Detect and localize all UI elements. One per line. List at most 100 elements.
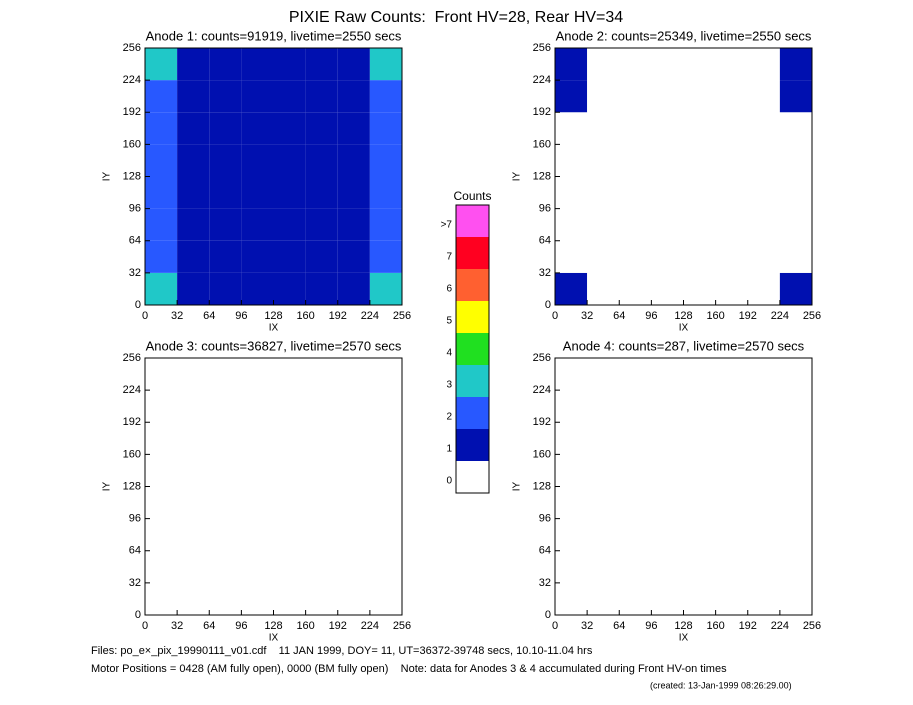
heat-cell xyxy=(305,176,338,209)
y-axis-label: IY xyxy=(102,171,113,181)
x-tick-label: 64 xyxy=(203,620,215,632)
heat-cell xyxy=(209,240,242,273)
x-tick-label: 224 xyxy=(361,310,379,322)
heat-cell xyxy=(337,176,370,209)
heat-cell xyxy=(715,112,748,145)
y-tick-label: 96 xyxy=(539,203,551,215)
colorbar-title: Counts xyxy=(453,189,491,203)
y-tick-label: 96 xyxy=(129,513,141,525)
heat-cell xyxy=(747,144,780,177)
heat-cell xyxy=(145,240,178,273)
x-tick-label: 160 xyxy=(296,620,314,632)
heat-cell xyxy=(747,422,780,455)
heat-cell xyxy=(145,358,178,391)
heat-cell xyxy=(619,208,652,241)
heat-cell xyxy=(555,80,588,113)
heat-cell xyxy=(715,176,748,209)
heat-cell xyxy=(209,550,242,583)
heat-cell xyxy=(305,240,338,273)
colorbar-swatch xyxy=(456,397,489,429)
heat-cell xyxy=(555,358,588,391)
heat-cell xyxy=(715,272,748,305)
heat-cell xyxy=(683,80,716,113)
y-tick-label: 192 xyxy=(533,106,551,118)
heat-cell xyxy=(305,550,338,583)
x-tick-label: 192 xyxy=(329,310,347,322)
heat-cell xyxy=(145,454,178,487)
heat-cell xyxy=(369,240,402,273)
heat-cell xyxy=(369,48,402,81)
heat-cell xyxy=(177,358,210,391)
y-tick-label: 256 xyxy=(123,42,141,54)
heat-cell xyxy=(241,240,274,273)
panel-title: Anode 1: counts=91919, livetime=2550 sec… xyxy=(146,28,402,43)
heat-cell xyxy=(779,582,812,615)
heat-cell xyxy=(177,80,210,113)
heat-cell xyxy=(747,48,780,81)
heat-cell xyxy=(241,550,274,583)
heat-cell xyxy=(747,112,780,145)
heat-cell xyxy=(305,582,338,615)
heat-cell xyxy=(651,582,684,615)
x-tick-label: 64 xyxy=(613,620,625,632)
heat-cell xyxy=(779,272,812,305)
heat-cell xyxy=(779,390,812,423)
x-tick-label: 128 xyxy=(264,620,282,632)
heat-cell xyxy=(209,80,242,113)
x-tick-label: 64 xyxy=(613,310,625,322)
heat-cell xyxy=(145,144,178,177)
x-tick-label: 0 xyxy=(142,620,148,632)
x-tick-label: 224 xyxy=(771,620,789,632)
heat-cell xyxy=(305,358,338,391)
y-tick-label: 64 xyxy=(539,235,551,247)
y-axis-label: IY xyxy=(512,481,523,491)
y-tick-label: 256 xyxy=(123,352,141,364)
heat-cell xyxy=(747,208,780,241)
heat-cell xyxy=(683,144,716,177)
heat-cell xyxy=(651,358,684,391)
heat-cell xyxy=(177,582,210,615)
colorbar-swatch xyxy=(456,205,489,237)
heat-cell xyxy=(683,486,716,519)
heat-cell xyxy=(555,144,588,177)
heat-cell xyxy=(779,176,812,209)
heat-cell xyxy=(273,240,306,273)
colorbar-label: 4 xyxy=(446,347,452,358)
x-axis-label: IX xyxy=(679,633,689,644)
heat-cell xyxy=(337,486,370,519)
heat-cell xyxy=(209,358,242,391)
x-tick-label: 160 xyxy=(706,620,724,632)
heat-cell xyxy=(305,454,338,487)
heat-cell xyxy=(241,176,274,209)
heat-cell xyxy=(555,48,588,81)
heat-cell xyxy=(241,80,274,113)
x-tick-label: 128 xyxy=(674,620,692,632)
heat-cell xyxy=(241,144,274,177)
x-axis-label: IX xyxy=(679,323,689,334)
heat-cell xyxy=(337,390,370,423)
x-tick-label: 32 xyxy=(581,620,593,632)
heat-cell xyxy=(555,486,588,519)
heat-cell xyxy=(779,208,812,241)
y-tick-label: 128 xyxy=(533,170,551,182)
heat-cell xyxy=(715,582,748,615)
y-tick-label: 128 xyxy=(123,170,141,182)
heat-cell xyxy=(369,582,402,615)
heat-cell xyxy=(651,144,684,177)
heat-cell xyxy=(683,454,716,487)
heat-cell xyxy=(747,272,780,305)
heat-cell xyxy=(587,422,620,455)
heat-cell xyxy=(619,582,652,615)
heat-cell xyxy=(683,208,716,241)
heat-cell xyxy=(747,358,780,391)
heat-cell xyxy=(273,454,306,487)
colorbar-swatch xyxy=(456,301,489,333)
heat-cell xyxy=(555,112,588,145)
heat-cell xyxy=(587,582,620,615)
y-tick-label: 32 xyxy=(539,577,551,589)
heat-cell xyxy=(651,422,684,455)
y-tick-label: 32 xyxy=(129,267,141,279)
heat-cell xyxy=(305,518,338,551)
heat-cell xyxy=(273,486,306,519)
heat-cell xyxy=(177,518,210,551)
